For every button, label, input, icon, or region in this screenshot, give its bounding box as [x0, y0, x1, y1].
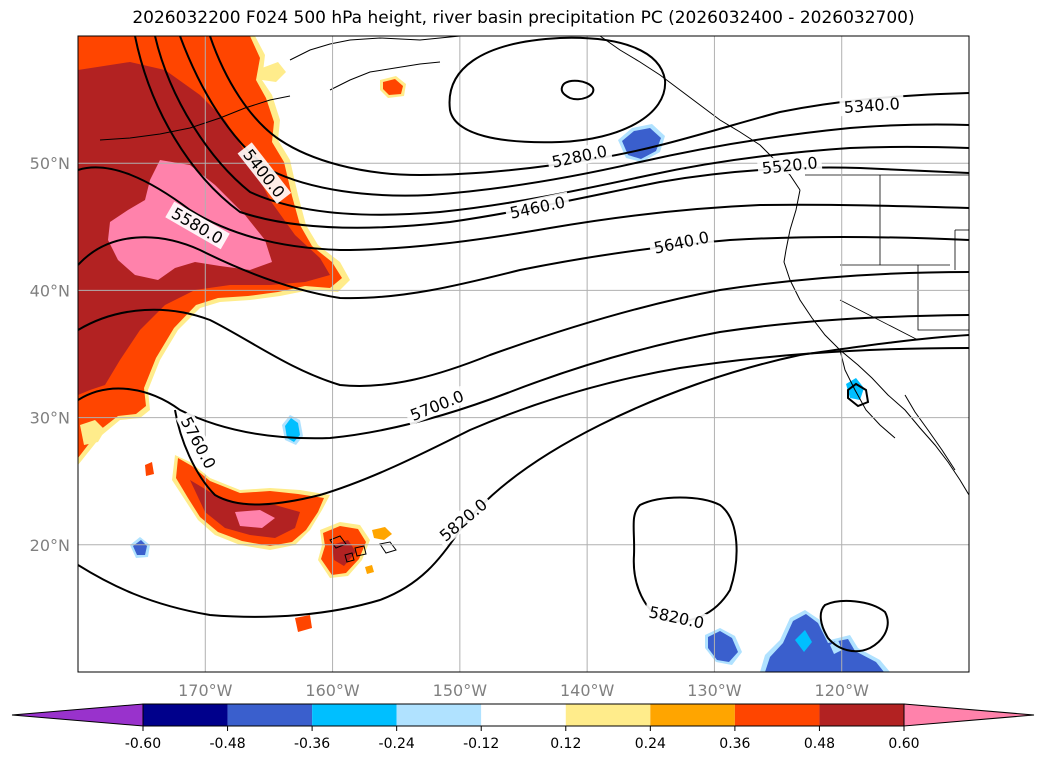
lon-tick-label: 120°W — [815, 681, 870, 700]
colorbar-swatch — [565, 704, 651, 726]
contour-small-low — [560, 79, 595, 101]
contour-5280-closed — [448, 36, 667, 144]
colorbar-frame — [142, 703, 905, 727]
colorbar-tick-label: -0.12 — [463, 736, 499, 752]
plot-title: 2026032200 F024 500 hPa height, river ba… — [132, 8, 915, 28]
longitude-labels: 170°W 160°W 150°W 140°W 130°W 120°W — [178, 681, 869, 700]
colorbar-swatch — [734, 704, 820, 726]
colorbar-tick-label: -0.24 — [379, 736, 415, 752]
contour-label-halo — [839, 93, 905, 117]
precip-fill-negative — [130, 124, 890, 672]
lon-tick-label: 160°W — [305, 681, 360, 700]
colorbar-tick-label: 0.48 — [804, 736, 835, 752]
map-frame — [77, 35, 970, 673]
political-borders — [805, 174, 969, 341]
contour-label-halo — [403, 384, 470, 426]
colorbar-extend-low — [11, 703, 144, 727]
precip-fill-hawaii — [80, 420, 392, 632]
colorbar-swatch — [481, 704, 566, 726]
contour-label-halo — [648, 226, 715, 258]
lat-tick-label: 40°N — [30, 281, 70, 300]
colorbar-tick-label: -0.60 — [125, 736, 161, 752]
contour-5820-closed — [632, 496, 738, 623]
colorbar-tick-label: 0.60 — [888, 736, 919, 752]
lon-tick-label: 150°W — [433, 681, 488, 700]
colorbar-swatch — [143, 704, 228, 726]
colorbar-tick-label: 0.12 — [550, 736, 581, 752]
colorbar-swatch — [650, 704, 735, 726]
contour-label-halo — [175, 410, 222, 476]
colorbar-swatch — [819, 704, 904, 726]
colorbar: -0.60 -0.48 -0.36 -0.24 -0.12 0.12 0.24 0.36 0.4… — [11, 703, 1035, 752]
contour-5340 — [209, 36, 969, 177]
contour-label-halo — [546, 140, 613, 172]
colorbar-swatch — [312, 704, 397, 726]
lon-tick-label: 170°W — [178, 681, 233, 700]
lat-tick-label: 20°N — [30, 536, 70, 555]
lat-tick-label: 30°N — [30, 409, 70, 428]
colorbar-swatch — [396, 704, 482, 726]
colorbar-swatch — [227, 704, 313, 726]
contour-label-halo — [504, 191, 571, 223]
contour-label-halo — [165, 201, 230, 250]
contour-label-halo — [237, 142, 292, 204]
contour-label: 5340.0 — [843, 94, 900, 117]
colorbar-extend-high — [903, 703, 1035, 727]
latitude-labels: 50°N 40°N 30°N 20°N — [30, 154, 70, 555]
colorbar-tick-label: -0.48 — [209, 736, 245, 752]
colorbar-tick-label: 0.24 — [635, 736, 666, 752]
colorbar-tick-label: -0.36 — [294, 736, 330, 752]
lon-tick-label: 140°W — [560, 681, 615, 700]
contour-label-halo — [756, 152, 823, 178]
lon-tick-label: 130°W — [687, 681, 742, 700]
contour-label-halo — [643, 601, 710, 633]
lat-tick-label: 50°N — [30, 154, 70, 173]
contour-label-halo — [432, 492, 494, 548]
colorbar-tick-label: 0.36 — [719, 736, 750, 752]
